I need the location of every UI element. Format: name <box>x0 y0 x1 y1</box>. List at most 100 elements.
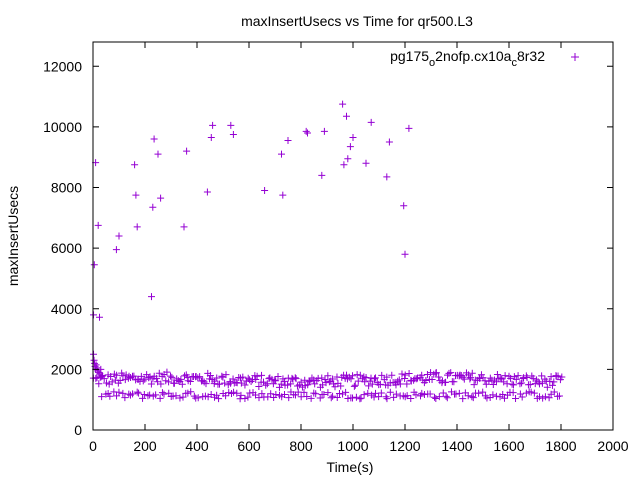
data-point <box>321 376 329 384</box>
data-point <box>432 369 440 377</box>
data-point <box>327 394 335 402</box>
data-point <box>362 373 370 381</box>
legend-label: pg175o2nofp.cx10ac8r32 <box>390 48 545 69</box>
data-point <box>163 368 171 376</box>
data-point <box>203 188 211 196</box>
data-point <box>452 390 460 398</box>
data-point <box>149 203 157 211</box>
data-point <box>362 159 370 167</box>
data-point <box>447 369 455 377</box>
data-point <box>530 389 538 397</box>
data-point <box>131 161 139 169</box>
data-point <box>119 372 127 380</box>
data-point <box>200 378 208 386</box>
data-point <box>383 373 391 381</box>
data-point <box>489 391 497 399</box>
data-point <box>368 380 376 388</box>
data-point <box>418 371 426 379</box>
data-point <box>229 375 237 383</box>
data-point <box>352 393 360 401</box>
data-point <box>518 393 526 401</box>
data-point <box>395 376 403 384</box>
x-tick-label: 0 <box>89 438 97 454</box>
data-point <box>272 377 280 385</box>
x-tick-label: 2000 <box>597 438 628 454</box>
data-point <box>90 350 98 358</box>
data-point <box>383 173 391 181</box>
data-point <box>218 372 226 380</box>
data-point <box>213 374 221 382</box>
data-point <box>344 155 352 163</box>
data-point <box>98 393 106 401</box>
data-point <box>157 380 165 388</box>
data-point <box>367 118 375 126</box>
data-point <box>186 377 194 385</box>
data-point <box>252 376 260 384</box>
data-point <box>337 382 345 390</box>
y-tick-label: 8000 <box>51 180 82 196</box>
data-point <box>558 373 566 381</box>
data-point <box>97 373 105 381</box>
data-point <box>493 371 501 379</box>
data-point <box>529 374 537 382</box>
data-point <box>148 293 155 301</box>
data-point <box>535 380 543 388</box>
data-point <box>554 372 562 380</box>
data-point <box>468 393 476 401</box>
data-point <box>119 389 127 397</box>
data-point <box>435 393 443 401</box>
data-point <box>342 388 350 396</box>
data-point <box>227 121 235 129</box>
x-tick-label: 1600 <box>493 438 524 454</box>
data-point <box>237 379 245 387</box>
data-point <box>170 379 178 387</box>
data-point <box>302 127 310 135</box>
data-point <box>349 372 357 380</box>
data-point <box>115 232 123 240</box>
data-point <box>523 373 531 381</box>
data-point <box>263 380 271 388</box>
data-point <box>177 375 185 383</box>
data-point <box>132 191 140 199</box>
data-point <box>237 391 245 399</box>
data-point <box>157 194 165 202</box>
data-point <box>95 380 103 388</box>
x-tick-label: 1400 <box>441 438 472 454</box>
data-point <box>479 388 487 396</box>
data-point <box>312 390 320 398</box>
data-point <box>333 393 341 401</box>
data-point <box>555 392 563 400</box>
data-point <box>426 390 434 398</box>
data-point <box>139 377 147 385</box>
data-point <box>307 394 315 402</box>
data-point <box>344 395 352 403</box>
data-point <box>147 380 155 388</box>
data-point <box>264 393 272 401</box>
data-point <box>388 371 396 379</box>
data-point <box>538 379 546 387</box>
data-point <box>509 389 517 397</box>
data-point <box>322 379 330 387</box>
data-point <box>155 369 163 377</box>
x-tick-label: 400 <box>185 438 209 454</box>
data-point <box>241 394 249 402</box>
data-point <box>279 191 287 199</box>
data-point <box>371 375 379 383</box>
legend-label-subscript-1: o <box>429 57 435 69</box>
data-point <box>194 394 202 402</box>
data-point <box>422 376 430 384</box>
data-point <box>199 377 207 385</box>
x-axis-label: Time(s) <box>327 459 374 475</box>
data-point <box>550 388 558 396</box>
data-point <box>216 380 224 388</box>
data-point <box>340 161 348 169</box>
data-point <box>181 372 189 380</box>
data-point <box>152 391 160 399</box>
data-point <box>470 381 478 389</box>
data-point <box>329 375 337 383</box>
data-point <box>316 394 324 402</box>
data-point <box>378 371 386 379</box>
data-point <box>150 135 158 143</box>
data-point <box>91 359 99 367</box>
data-point <box>280 377 288 385</box>
